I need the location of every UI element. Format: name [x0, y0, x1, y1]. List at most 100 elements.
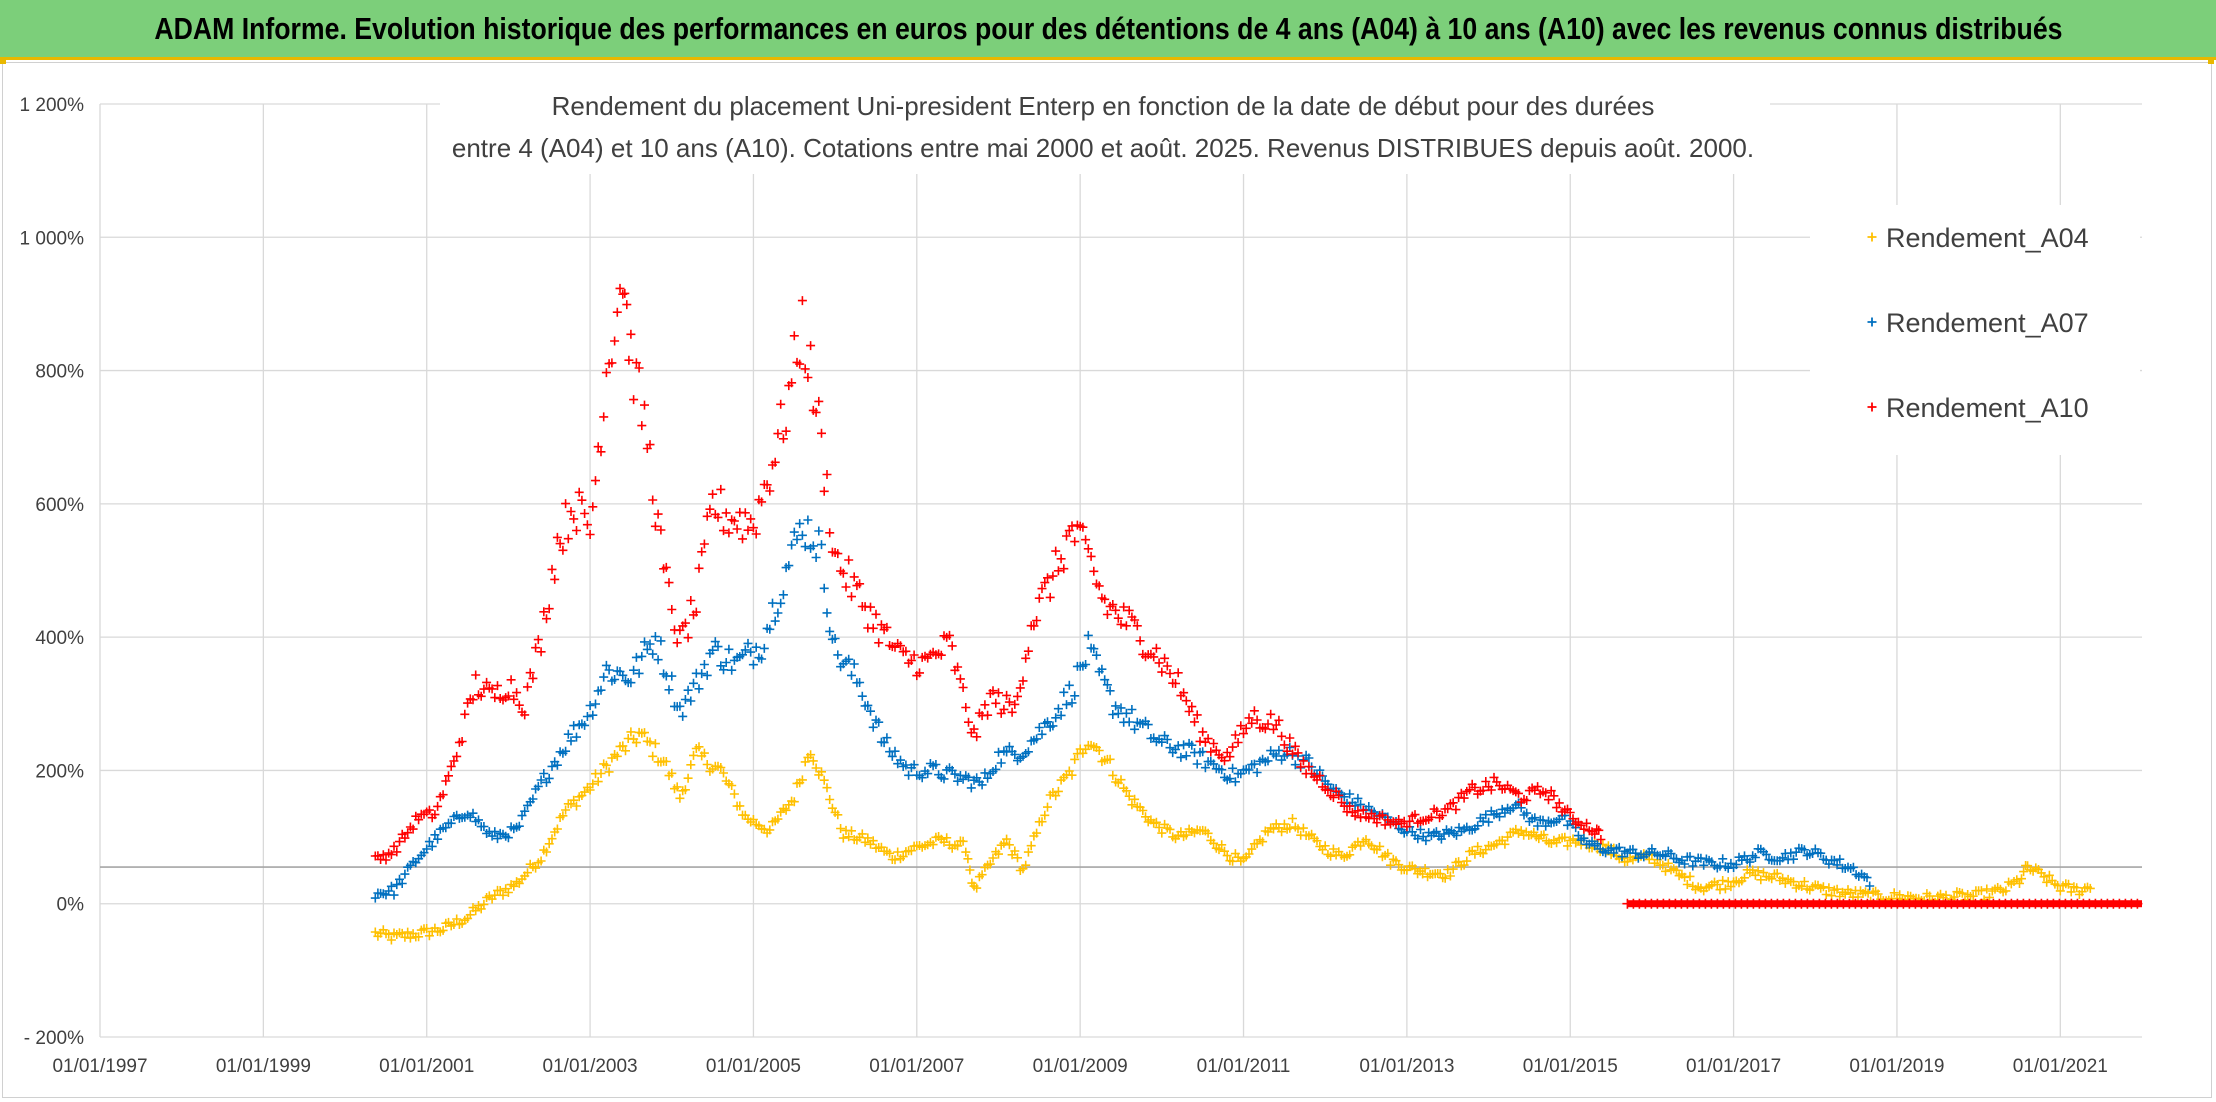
data-point: [631, 652, 641, 662]
data-point: [1200, 763, 1210, 773]
data-point: [661, 757, 671, 766]
data-point: [1579, 824, 1589, 834]
data-point: [1116, 619, 1126, 629]
data-point: [1853, 892, 1863, 902]
data-point: [544, 773, 554, 783]
data-point: [1081, 535, 1091, 545]
data-point: [1037, 817, 1047, 827]
data-point: [1296, 762, 1306, 772]
data-point: [672, 782, 682, 792]
data-point: [509, 694, 519, 704]
data-point: [985, 859, 995, 869]
data-point: [1228, 763, 1238, 773]
data-point: [1666, 849, 1676, 859]
data-point: [1495, 812, 1504, 822]
data-point: [1203, 828, 1213, 838]
data-point: [547, 761, 557, 771]
data-point: [1323, 785, 1333, 795]
data-point: [994, 747, 1003, 757]
data-point: [844, 832, 854, 842]
data-point: [1239, 729, 1248, 739]
data-point: [765, 825, 775, 835]
data-point: [1206, 747, 1216, 757]
data-point: [1432, 806, 1442, 816]
data-point: [544, 839, 554, 849]
data-point: [694, 742, 704, 752]
data-point: [610, 675, 620, 684]
data-point: [702, 670, 712, 680]
data-point: [966, 783, 976, 793]
data-point: [983, 773, 993, 783]
data-point: [855, 678, 865, 687]
data-point: [1244, 765, 1254, 775]
data-point: [1018, 676, 1028, 686]
data-point: [528, 794, 538, 804]
data-point: [953, 841, 963, 851]
x-tick-label: 01/01/2013: [1359, 1056, 1454, 1077]
data-point: [699, 748, 709, 758]
data-point: [1614, 842, 1624, 852]
data-point: [678, 711, 688, 721]
data-point: [866, 602, 875, 612]
data-point: [991, 698, 1001, 708]
data-point: [1285, 733, 1295, 743]
data-point: [1862, 873, 1872, 883]
data-point: [482, 677, 492, 687]
data-point: [563, 729, 573, 739]
data-point: [1596, 835, 1606, 844]
data-point: [1053, 566, 1063, 576]
data-point: [759, 643, 769, 653]
data-point: [1720, 884, 1730, 894]
data-point: [1037, 584, 1047, 594]
data-point: [403, 927, 413, 937]
data-point: [591, 476, 600, 486]
title-backdrop: [440, 82, 1770, 174]
data-point: [370, 893, 380, 903]
data-point: [740, 508, 750, 518]
data-point: [806, 750, 816, 760]
data-point: [735, 801, 745, 811]
data-point: [969, 724, 979, 734]
data-point: [1266, 709, 1276, 719]
data-point: [523, 868, 532, 878]
data-point: [601, 368, 611, 378]
series-rendement-a07: [370, 515, 1875, 903]
data-point: [400, 833, 410, 843]
data-point: [1358, 805, 1368, 815]
data-point: [1565, 808, 1575, 817]
data-point: [1282, 746, 1292, 756]
y-tick-label: - 200%: [24, 1028, 84, 1049]
data-point: [928, 840, 938, 850]
data-point: [2064, 879, 2073, 889]
data-point: [947, 641, 957, 651]
data-point: [1712, 880, 1722, 889]
data-point: [523, 682, 532, 692]
data-point: [585, 701, 595, 710]
data-point: [680, 785, 690, 795]
data-point: [705, 504, 715, 514]
data-point: [1092, 650, 1101, 660]
data-point: [1070, 754, 1080, 764]
data-point: [1328, 793, 1338, 802]
data-point: [381, 855, 391, 865]
data-point: [1113, 709, 1123, 719]
data-point: [748, 660, 758, 670]
series-rendement-a04: [370, 727, 2095, 945]
data-point: [640, 637, 649, 647]
data-point: [833, 650, 843, 660]
data-point: [1312, 836, 1322, 846]
data-point: [1799, 877, 1809, 886]
data-point: [640, 728, 649, 738]
data-point: [640, 400, 649, 410]
data-point: [885, 848, 895, 858]
data-point: [1290, 760, 1300, 770]
data-point: [1832, 884, 1842, 894]
data-point: [656, 636, 666, 646]
data-point: [917, 773, 927, 783]
data-point: [1740, 873, 1749, 883]
data-point: [814, 526, 824, 536]
legend-item: Rendement_A10: [1867, 393, 2089, 423]
data-point: [890, 855, 900, 865]
data-point: [1658, 860, 1668, 870]
